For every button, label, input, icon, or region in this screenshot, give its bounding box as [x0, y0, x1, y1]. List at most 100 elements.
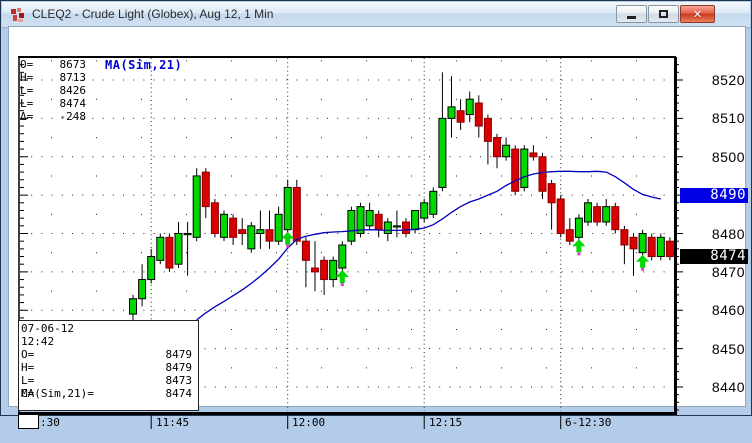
- minimize-button[interactable]: [616, 5, 647, 23]
- candle-down: [265, 229, 274, 242]
- session-row-value: 8426: [59, 84, 87, 97]
- data-window-row-value: 8474: [165, 387, 193, 400]
- session-row-label: O=: [20, 58, 34, 71]
- candle-up: [220, 213, 228, 238]
- candle-up: [656, 236, 665, 258]
- candle-up: [283, 186, 292, 231]
- candle-up: [247, 225, 256, 250]
- data-window-row: C= 8474: [21, 387, 192, 400]
- candle-down: [301, 240, 310, 261]
- candle-down: [538, 156, 547, 192]
- window-title: CLEQ2 - Crude Light (Globex), Aug 12, 1 …: [32, 7, 274, 21]
- time-axis-label: 6-12:30: [565, 416, 612, 429]
- candle-down: [493, 137, 501, 158]
- candle-up: [156, 236, 165, 261]
- data-window-row: O= 8479: [21, 348, 192, 361]
- candle-down: [565, 229, 574, 242]
- session-row-value: 8673: [59, 58, 87, 71]
- candle-up: [420, 202, 429, 219]
- candle-up: [356, 206, 365, 234]
- candle-down: [474, 102, 483, 127]
- candle-down: [402, 221, 410, 235]
- candle-up: [347, 209, 356, 242]
- candle-up: [138, 279, 147, 300]
- session-row-label: H=: [20, 71, 34, 84]
- price-axis-label: 8520: [711, 72, 745, 88]
- title-bar[interactable]: CLEQ2 - Crude Light (Globex), Aug 12, 1 …: [2, 2, 750, 28]
- candle-down: [529, 152, 538, 158]
- candle-down: [665, 240, 674, 258]
- candle-down: [210, 202, 219, 235]
- close-button[interactable]: ✕: [680, 5, 715, 23]
- candle-down: [238, 229, 247, 235]
- candle-up: [192, 175, 201, 238]
- candle-up: [574, 217, 583, 238]
- candle-up: [392, 225, 401, 228]
- candle-up: [429, 190, 438, 215]
- candle-down: [320, 259, 329, 281]
- session-row-value: 8474: [59, 97, 87, 110]
- price-axis-label: 8440: [711, 379, 745, 395]
- candle-down: [593, 206, 602, 223]
- candle-up: [602, 206, 611, 223]
- data-window-row: H= 8479: [21, 361, 192, 374]
- session-row-value: -248: [59, 110, 87, 123]
- session-row-label: Δ=: [20, 110, 34, 123]
- session-row-value: 8713: [59, 71, 87, 84]
- candle-down: [483, 117, 492, 142]
- candle-down: [611, 206, 620, 231]
- price-axis-label: 8480: [711, 225, 745, 242]
- data-window-row: L= 8473: [21, 374, 192, 387]
- chart-plot[interactable]: [9, 27, 752, 443]
- price-axis-label: 8470: [711, 263, 745, 280]
- candle-up: [502, 144, 511, 158]
- data-window-row-label: C=: [21, 387, 35, 400]
- candle-up: [438, 117, 447, 188]
- candle-down: [201, 171, 210, 208]
- candle-up: [274, 213, 283, 242]
- data-window-row-label: L=: [21, 374, 35, 387]
- session-row-label: L=: [20, 84, 34, 97]
- data-window-row-value: 8479: [165, 348, 193, 361]
- chart-client-area: O= 8673 H= 8713 L= 8426 L= 8474 Δ= -248 MA(Sim,21…: [9, 27, 748, 429]
- close-icon: ✕: [692, 7, 703, 21]
- arrow-signal-dot: [577, 252, 581, 256]
- candle-up: [520, 148, 529, 188]
- candle-up: [411, 209, 420, 231]
- candle-down: [292, 186, 301, 242]
- candle-down: [374, 213, 383, 231]
- candle-down: [647, 236, 656, 258]
- candle-up: [338, 244, 347, 269]
- candle-up: [174, 233, 183, 265]
- candle-up: [365, 209, 374, 227]
- time-axis-blank-box: [18, 414, 39, 429]
- arrow-signal-dot: [641, 267, 645, 271]
- candle-down: [165, 236, 174, 269]
- buy-arrow-icon: [636, 254, 650, 268]
- data-window-row-value: 8473: [165, 374, 193, 387]
- candle-up: [329, 259, 338, 281]
- time-axis-label: 12:00: [292, 416, 326, 429]
- data-window-ma-label: MA(Sim,21)=: [21, 387, 94, 400]
- candle-up: [183, 233, 192, 236]
- arrow-signal-dot: [286, 244, 290, 248]
- buy-arrow-icon: [572, 239, 586, 253]
- data-window-row-value: 8479: [165, 361, 193, 374]
- app-icon: [11, 8, 24, 22]
- time-axis-label: :30: [40, 416, 60, 429]
- candle-up: [465, 98, 474, 116]
- data-window: 07-06-12 12:42 O= 8479 H= 8479 L= 8473 C= 8474 …: [18, 320, 199, 411]
- data-window-time: 12:42: [21, 335, 55, 348]
- minimize-icon: [627, 16, 636, 19]
- maximize-icon: [659, 10, 668, 18]
- app-window: CLEQ2 - Crude Light (Globex), Aug 12, 1 …: [0, 0, 752, 429]
- price-axis-label: 8460: [711, 302, 745, 319]
- session-row-label: L=: [20, 97, 34, 110]
- maximize-button[interactable]: [648, 5, 679, 23]
- data-window-date: 07-06-12: [21, 322, 74, 335]
- ma-line: [196, 170, 661, 321]
- arrow-signal-dot: [340, 283, 344, 287]
- candle-down: [629, 236, 638, 250]
- price-axis-label: 8450: [711, 340, 745, 357]
- price-axis-label: 8510: [711, 110, 745, 127]
